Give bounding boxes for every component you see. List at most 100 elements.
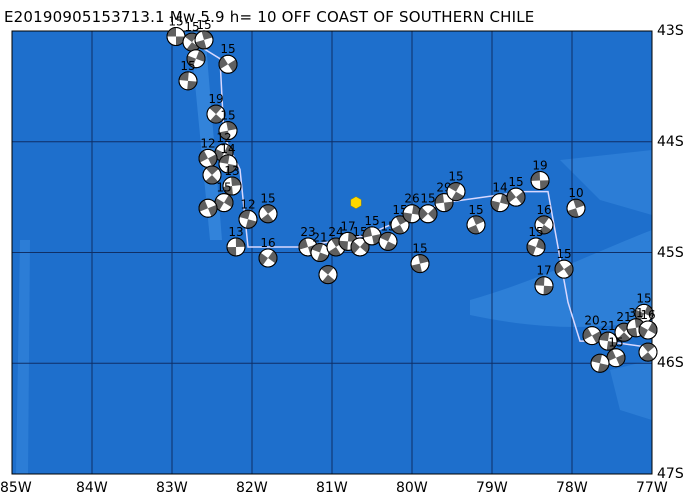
focal-mechanism: 15 (390, 203, 410, 235)
beachball-outline (178, 71, 198, 91)
depth-label: 23 (300, 225, 315, 239)
depth-label: 14 (492, 181, 507, 195)
focal-mechanism (318, 265, 338, 285)
depth-label: 21 (600, 319, 615, 333)
depth-label: 16 (536, 203, 551, 217)
depth-label: 15 (184, 20, 199, 34)
latitude-tick-label: 47S (657, 466, 684, 482)
longitude-tick-label: 85W (0, 480, 32, 496)
depth-label: 20 (584, 314, 599, 328)
compressional-quadrant (516, 191, 525, 205)
graticule (11, 30, 653, 475)
longitude-tick-label: 81W (316, 480, 348, 496)
focal-mechanism: 21 (614, 310, 634, 342)
focal-mechanism: 15 (362, 214, 382, 246)
depth-label: 15 (636, 291, 651, 305)
longitude-tick-label: 84W (76, 480, 108, 496)
compressional-quadrant (506, 190, 516, 203)
compressional-quadrant (259, 252, 268, 266)
focal-mechanism: 12 (214, 131, 234, 163)
beachball-outline (466, 215, 486, 235)
epicenter-layer (350, 196, 362, 209)
depth-label: 26 (404, 192, 419, 206)
focal-mechanism: 15 (506, 175, 526, 207)
compressional-quadrant (199, 150, 208, 163)
depth-label: 15 (220, 42, 235, 56)
depth-label: 17 (536, 264, 551, 278)
compressional-quadrant (597, 363, 609, 373)
focal-mechanism: 12 (238, 197, 258, 229)
depth-label: 10 (568, 186, 583, 200)
depth-label: 15 (196, 18, 211, 32)
compressional-quadrant (648, 322, 657, 335)
longitude-tick-label: 77W (636, 480, 668, 496)
beachball-outline (554, 259, 574, 279)
depth-label: 15 (168, 15, 183, 29)
focal-mechanism: 13 (226, 225, 246, 257)
compressional-quadrant (208, 154, 217, 167)
compressional-quadrant (555, 261, 564, 275)
depth-label: 15 (412, 242, 427, 256)
beachball-outline (258, 204, 278, 224)
depth-label: 14 (220, 142, 235, 156)
focal-mechanism: 26 (402, 192, 422, 224)
compressional-quadrant (226, 121, 237, 131)
depth-label: 15 (216, 181, 231, 195)
focal-mechanism (202, 165, 222, 185)
compressional-quadrant (227, 246, 237, 256)
focal-mechanism: 12 (198, 136, 218, 168)
beachball-outline (598, 331, 618, 351)
compressional-quadrant (384, 241, 397, 251)
ridge-band (190, 31, 222, 240)
compressional-quadrant (322, 274, 335, 284)
focal-mechanism: 21 (598, 319, 618, 351)
compressional-quadrant (536, 215, 550, 225)
focal-mechanism (638, 342, 658, 362)
compressional-quadrant (176, 36, 185, 46)
compressional-quadrant (184, 33, 198, 43)
beachball-outline (526, 237, 546, 257)
compressional-quadrant (339, 240, 348, 251)
latitude-tick-label: 45S (657, 244, 684, 261)
depth-label: 12 (216, 131, 231, 145)
compressional-quadrant (639, 325, 648, 338)
compressional-quadrant (379, 232, 392, 242)
focal-mechanism: 19 (206, 92, 226, 124)
focal-mechanism (198, 198, 218, 218)
compressional-quadrant (543, 285, 553, 295)
compressional-quadrant (219, 154, 230, 164)
compressional-quadrant (187, 80, 197, 90)
beachball-outline (226, 237, 246, 257)
compressional-quadrant (209, 114, 223, 124)
depth-label: 12 (240, 197, 255, 211)
compressional-quadrant (372, 234, 381, 245)
map-frame (11, 30, 653, 475)
compressional-quadrant (224, 194, 234, 208)
compressional-quadrant (417, 254, 429, 264)
focal-mechanism: 14 (490, 181, 510, 213)
compressional-quadrant (268, 250, 278, 264)
compressional-quadrant (564, 264, 574, 277)
shelf-south (610, 360, 652, 420)
compressional-quadrant (411, 263, 423, 273)
beachball-outline (434, 193, 454, 213)
beachball-outline (222, 176, 242, 196)
beachball-outline (418, 204, 438, 224)
focal-mechanism: 15 (466, 203, 486, 235)
compressional-quadrant (491, 200, 500, 212)
longitude-tick-label: 83W (156, 480, 188, 496)
beachball-outline (378, 231, 398, 251)
compressional-quadrant (226, 163, 237, 173)
compressional-quadrant (363, 227, 372, 238)
western-band (16, 240, 30, 474)
epicenter-marker (350, 196, 362, 209)
beachball-outline (566, 198, 586, 218)
focal-mechanism: 15 (178, 59, 198, 91)
compressional-quadrant (583, 327, 592, 340)
compressional-quadrant (599, 332, 610, 342)
compressional-quadrant (641, 352, 654, 362)
depth-label: 16 (260, 236, 275, 250)
depth-label: 15 (528, 225, 543, 239)
depth-label: 19 (532, 159, 547, 173)
beachball-outline (218, 121, 238, 141)
